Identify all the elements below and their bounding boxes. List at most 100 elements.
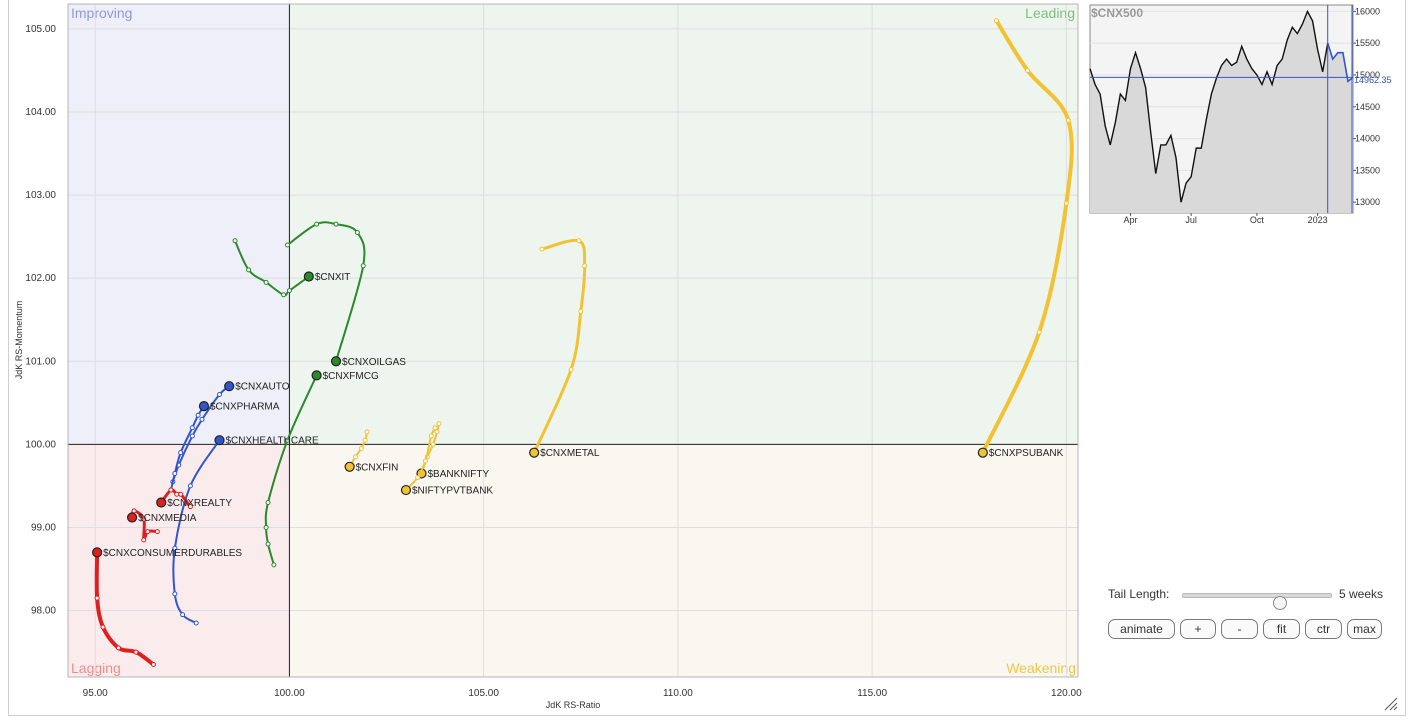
y-tick-label: 105.00 — [25, 24, 56, 35]
tail-point — [265, 500, 271, 506]
x-tick-label: 120.00 — [1051, 688, 1082, 699]
series-label: $NIFTYPVTBANK — [412, 486, 493, 497]
head-point — [977, 447, 988, 458]
tail-point — [174, 491, 180, 497]
series-label: $CNXMEDIA — [138, 513, 197, 524]
zoom-in-button[interactable]: + — [1180, 619, 1216, 639]
tail-point — [187, 504, 193, 510]
tail-length-label: Tail Length: — [1108, 587, 1170, 601]
tail-point — [116, 645, 121, 651]
tail-point — [271, 562, 277, 568]
series-label: $CNXHEALTHCARE — [226, 436, 319, 447]
tail-point — [133, 649, 139, 655]
tail-point — [172, 545, 178, 551]
tail-point — [141, 516, 147, 522]
resize-handle-icon[interactable] — [1384, 697, 1398, 711]
quadrant-label-weakening: Weakening — [1006, 660, 1076, 676]
series-label: $CNXCONSUMERDURABLES — [103, 548, 242, 559]
quadrant-improving — [68, 4, 290, 445]
x-tick-label: 115.00 — [857, 688, 887, 699]
tail-point — [199, 416, 205, 422]
tail-point — [582, 263, 588, 269]
y-tick-label: 102.00 — [25, 273, 56, 284]
fit-button[interactable]: fit — [1263, 619, 1300, 639]
tail-point — [436, 421, 442, 427]
head-point — [214, 435, 225, 446]
tail-point — [422, 458, 428, 464]
quadrant-label-lagging: Lagging — [71, 660, 121, 676]
zoom-out-button[interactable]: - — [1221, 619, 1258, 639]
y-tick-label: 101.00 — [25, 356, 56, 367]
series-label: $BANKNIFTY — [428, 469, 490, 480]
quadrant-label-improving: Improving — [71, 5, 132, 21]
tail-point — [1063, 200, 1069, 206]
tail-point — [265, 541, 271, 547]
tail-point — [333, 221, 339, 227]
x-tick-label: 100.00 — [274, 688, 305, 699]
tail-point — [94, 595, 100, 601]
tail-point — [150, 662, 156, 668]
tail-point — [131, 508, 137, 514]
tail-point — [360, 263, 366, 269]
tail-point — [362, 437, 368, 443]
quadrant-label-leading: Leading — [1025, 5, 1075, 21]
tail-point — [232, 238, 238, 244]
head-point — [330, 356, 342, 367]
rrg-panel — [8, 0, 1406, 716]
tail-point — [314, 221, 320, 227]
quadrant-lagging — [68, 444, 290, 677]
head-point — [224, 381, 235, 392]
head-point — [198, 401, 210, 412]
series-label: $CNXOILGAS — [342, 357, 406, 368]
tail-point — [354, 229, 360, 235]
tail-point — [263, 279, 269, 285]
tail-point — [189, 425, 195, 431]
y-tick-label: 98.00 — [31, 606, 56, 617]
tail-point — [1036, 329, 1042, 335]
y-tick-label: 104.00 — [25, 107, 56, 118]
tail-point — [193, 620, 199, 626]
tail-point — [281, 292, 287, 298]
tail-length-slider[interactable] — [1182, 593, 1332, 610]
max-button[interactable]: max — [1347, 619, 1382, 639]
series-label: $CNXREALTY — [167, 498, 232, 509]
tail-point — [576, 238, 582, 244]
head-point — [344, 461, 355, 472]
head-point — [400, 484, 412, 496]
tail-length-slider-handle[interactable] — [1273, 596, 1287, 610]
tail-point — [993, 18, 999, 24]
tail-point — [141, 537, 147, 543]
head-point — [303, 271, 314, 282]
tail-point — [246, 267, 252, 273]
tail-point — [352, 454, 358, 460]
animate-button[interactable]: animate — [1108, 619, 1175, 639]
tail-point — [415, 475, 421, 481]
tail-point — [1025, 67, 1030, 73]
controls-panel: Tail Length: 5 weeks animate + - fit ctr… — [1108, 584, 1398, 654]
tail-point — [172, 470, 178, 476]
y-axis-label: JdK RS-Momentum — [14, 301, 24, 380]
head-point — [311, 370, 322, 381]
series-label: $CNXPHARMA — [210, 402, 280, 413]
tail-point — [187, 483, 193, 489]
tail-point — [358, 446, 364, 452]
tail-point — [430, 441, 436, 447]
tail-point — [1065, 117, 1071, 123]
y-tick-label: 100.00 — [25, 439, 56, 450]
tail-point — [100, 624, 106, 630]
tail-point — [189, 433, 195, 439]
x-tick-label: 95.00 — [83, 688, 108, 699]
tail-point — [178, 450, 184, 456]
tail-point — [168, 487, 174, 493]
series-label: $CNXAUTO — [235, 382, 289, 393]
head-point — [529, 447, 540, 458]
tail-point — [195, 412, 201, 418]
series-label: $CNXMETAL — [540, 448, 600, 459]
tail-point — [364, 429, 370, 435]
center-button[interactable]: ctr — [1305, 619, 1342, 639]
x-tick-label: 105.00 — [468, 688, 499, 699]
tail-length-control: Tail Length: 5 weeks — [1108, 584, 1398, 610]
tail-point — [539, 246, 545, 252]
quadrant-leading — [289, 4, 1078, 445]
